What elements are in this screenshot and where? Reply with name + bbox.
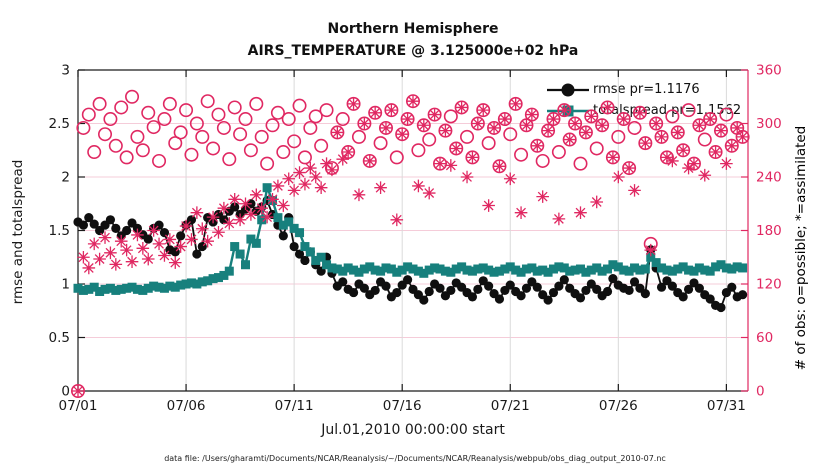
right-tick-label: 180 — [756, 223, 782, 239]
rmse-legend-swatch — [547, 83, 589, 96]
left-tick-label: 0.5 — [49, 330, 70, 346]
left-tick-label: 0 — [61, 384, 70, 400]
left-tick-label: 1.5 — [49, 223, 70, 239]
y-axis-label-right: # of obs: o=possible; *=assimilated — [793, 125, 809, 371]
legend-rmse: rmse pr=1.1176 — [545, 79, 741, 100]
x-tick-label: 07/01 — [59, 398, 98, 414]
right-tick-label: 60 — [756, 330, 773, 346]
right-tick-label: 120 — [756, 277, 782, 293]
totalspread-series — [73, 183, 748, 296]
left-tick-label: 1 — [61, 277, 70, 293]
right-tick-label: 0 — [756, 384, 765, 400]
x-axis-label: Jul.01,2010 00:00:00 start — [321, 422, 505, 438]
x-tick-label: 07/26 — [599, 398, 638, 414]
assimilated-obs-scatter — [71, 94, 749, 398]
right-tick-label: 360 — [756, 63, 782, 79]
x-tick-label: 07/16 — [383, 398, 422, 414]
x-tick-label: 07/11 — [275, 398, 314, 414]
title-block: Northern Hemisphere AIRS_TEMPERATURE @ 3… — [0, 18, 826, 62]
left-tick-label: 2.5 — [49, 116, 70, 132]
right-tick-labels: 0 60 120 180 240 300 360 — [756, 63, 782, 400]
possible-obs-scatter — [71, 89, 750, 398]
x-tick-labels: 07/01 07/06 07/11 07/16 07/21 07/26 07/31 — [59, 398, 746, 414]
rmse-legend-label: rmse pr=1.1176 — [593, 82, 700, 97]
y-axis-label-left: rmse and totalspread — [10, 159, 26, 305]
x-tick-label: 07/31 — [707, 398, 746, 414]
left-tick-label: 2 — [61, 170, 70, 186]
left-tick-label: 3 — [61, 63, 70, 79]
x-tick-label: 07/21 — [491, 398, 530, 414]
totalspread-legend-label: totalspread pr=1.1562 — [593, 103, 742, 118]
right-tick-label: 300 — [756, 116, 782, 132]
right-tick-label: 240 — [756, 170, 782, 186]
figure-title: Northern Hemisphere — [327, 21, 499, 37]
x-tick-label: 07/06 — [167, 398, 206, 414]
data-file-note: data file: /Users/gharamti/Documents/NCA… — [164, 454, 666, 463]
left-tick-labels: 0 0.5 1 1.5 2 2.5 3 — [49, 63, 70, 400]
figure-subtitle: AIRS_TEMPERATURE @ 3.125000e+02 hPa — [247, 43, 579, 59]
